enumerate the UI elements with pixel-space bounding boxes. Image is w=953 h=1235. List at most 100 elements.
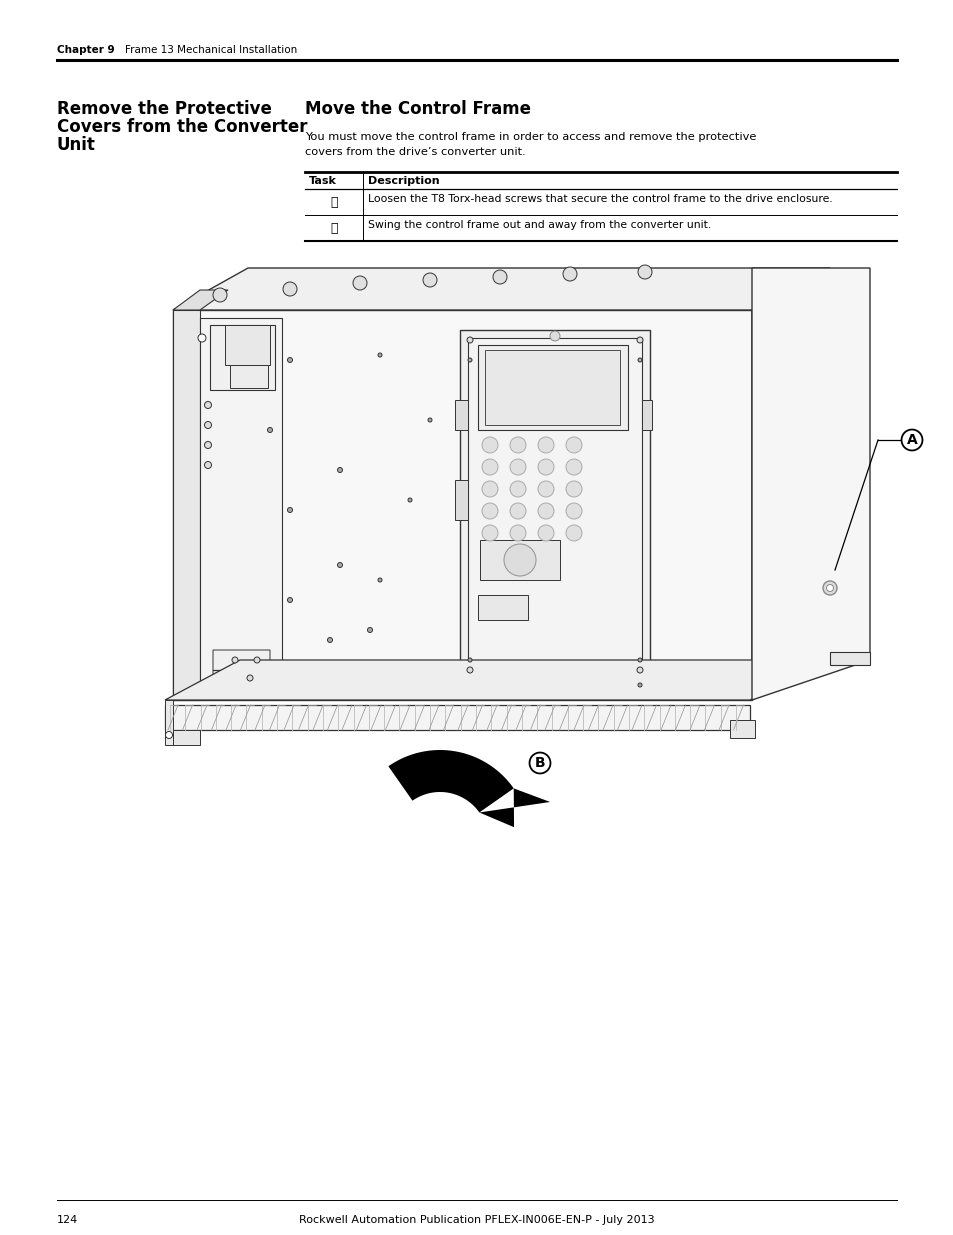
Polygon shape <box>388 750 513 813</box>
Polygon shape <box>165 705 749 730</box>
Circle shape <box>213 288 227 303</box>
Text: Ⓑ: Ⓑ <box>330 221 337 235</box>
Circle shape <box>481 503 497 519</box>
Polygon shape <box>459 330 649 680</box>
Circle shape <box>287 598 293 603</box>
Text: A: A <box>905 433 917 447</box>
Circle shape <box>537 525 554 541</box>
Circle shape <box>638 266 651 279</box>
Text: Description: Description <box>368 177 439 186</box>
Circle shape <box>537 459 554 475</box>
Polygon shape <box>468 338 641 672</box>
Polygon shape <box>165 700 172 745</box>
Text: Frame 13 Mechanical Installation: Frame 13 Mechanical Installation <box>125 44 297 56</box>
Circle shape <box>287 357 293 363</box>
Polygon shape <box>729 720 754 739</box>
Circle shape <box>204 421 212 429</box>
Circle shape <box>822 580 836 595</box>
Polygon shape <box>455 400 468 430</box>
Text: 124: 124 <box>57 1215 78 1225</box>
Circle shape <box>565 525 581 541</box>
Text: Swing the control frame out and away from the converter unit.: Swing the control frame out and away fro… <box>368 220 711 230</box>
Polygon shape <box>751 268 869 700</box>
Text: Ⓐ: Ⓐ <box>330 195 337 209</box>
Circle shape <box>337 562 342 568</box>
Circle shape <box>638 658 641 662</box>
Polygon shape <box>172 310 751 700</box>
Circle shape <box>408 498 412 501</box>
Circle shape <box>204 401 212 409</box>
Circle shape <box>367 627 372 632</box>
Circle shape <box>510 437 525 453</box>
Circle shape <box>493 270 506 284</box>
Circle shape <box>337 468 342 473</box>
Circle shape <box>481 480 497 496</box>
Circle shape <box>467 337 473 343</box>
Circle shape <box>565 459 581 475</box>
Text: Rockwell Automation Publication PFLEX-IN006E-EN-P - July 2013: Rockwell Automation Publication PFLEX-IN… <box>299 1215 654 1225</box>
Circle shape <box>481 525 497 541</box>
Polygon shape <box>477 345 627 430</box>
Circle shape <box>198 333 206 342</box>
Polygon shape <box>225 325 270 366</box>
Circle shape <box>428 417 432 422</box>
Circle shape <box>565 503 581 519</box>
Circle shape <box>637 337 642 343</box>
Polygon shape <box>172 730 200 745</box>
Circle shape <box>247 676 253 680</box>
Polygon shape <box>210 325 274 390</box>
Polygon shape <box>172 268 829 310</box>
Circle shape <box>204 462 212 468</box>
Circle shape <box>253 657 260 663</box>
Circle shape <box>537 480 554 496</box>
Polygon shape <box>477 595 527 620</box>
Circle shape <box>537 503 554 519</box>
Circle shape <box>510 503 525 519</box>
Text: Task: Task <box>309 177 336 186</box>
Text: Loosen the T8 Torx-head screws that secure the control frame to the drive enclos: Loosen the T8 Torx-head screws that secu… <box>368 194 832 204</box>
Circle shape <box>638 358 641 362</box>
Text: Chapter 9: Chapter 9 <box>57 44 114 56</box>
Polygon shape <box>172 310 200 700</box>
Text: Move the Control Frame: Move the Control Frame <box>305 100 531 119</box>
Circle shape <box>377 353 381 357</box>
Polygon shape <box>455 480 468 520</box>
Circle shape <box>204 441 212 448</box>
Text: B: B <box>534 756 545 769</box>
Circle shape <box>377 578 381 582</box>
Circle shape <box>267 427 273 432</box>
Circle shape <box>232 657 237 663</box>
Text: Remove the Protective: Remove the Protective <box>57 100 272 119</box>
Text: You must move the control frame in order to access and remove the protective: You must move the control frame in order… <box>305 132 756 142</box>
Polygon shape <box>213 650 270 690</box>
Circle shape <box>353 275 367 290</box>
Polygon shape <box>230 366 268 388</box>
Circle shape <box>327 637 333 642</box>
Circle shape <box>468 358 472 362</box>
Polygon shape <box>751 268 829 700</box>
Polygon shape <box>165 659 829 700</box>
Polygon shape <box>479 540 559 580</box>
Text: Covers from the Converter: Covers from the Converter <box>57 119 307 136</box>
Circle shape <box>510 525 525 541</box>
Polygon shape <box>200 317 282 692</box>
Circle shape <box>550 331 559 341</box>
Circle shape <box>825 584 833 592</box>
Circle shape <box>283 282 296 296</box>
Circle shape <box>422 273 436 287</box>
Polygon shape <box>172 290 228 310</box>
Polygon shape <box>484 350 619 425</box>
Circle shape <box>481 437 497 453</box>
Circle shape <box>503 543 536 576</box>
Circle shape <box>481 459 497 475</box>
Circle shape <box>468 658 472 662</box>
Text: Unit: Unit <box>57 136 95 154</box>
Text: covers from the drive’s converter unit.: covers from the drive’s converter unit. <box>305 147 525 157</box>
Polygon shape <box>478 788 550 827</box>
Circle shape <box>565 437 581 453</box>
Circle shape <box>510 459 525 475</box>
Circle shape <box>638 683 641 687</box>
Circle shape <box>637 667 642 673</box>
Circle shape <box>467 667 473 673</box>
Circle shape <box>287 508 293 513</box>
